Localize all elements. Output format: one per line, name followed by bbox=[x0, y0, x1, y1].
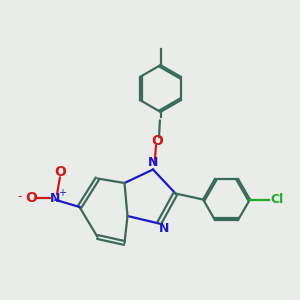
Text: -: - bbox=[18, 190, 22, 203]
Text: +: + bbox=[58, 188, 66, 198]
Text: N: N bbox=[159, 222, 170, 236]
Text: O: O bbox=[152, 134, 164, 148]
Text: Cl: Cl bbox=[270, 193, 284, 206]
Text: N: N bbox=[50, 192, 61, 205]
Text: O: O bbox=[54, 165, 66, 179]
Text: N: N bbox=[148, 156, 158, 170]
Text: O: O bbox=[26, 191, 38, 205]
